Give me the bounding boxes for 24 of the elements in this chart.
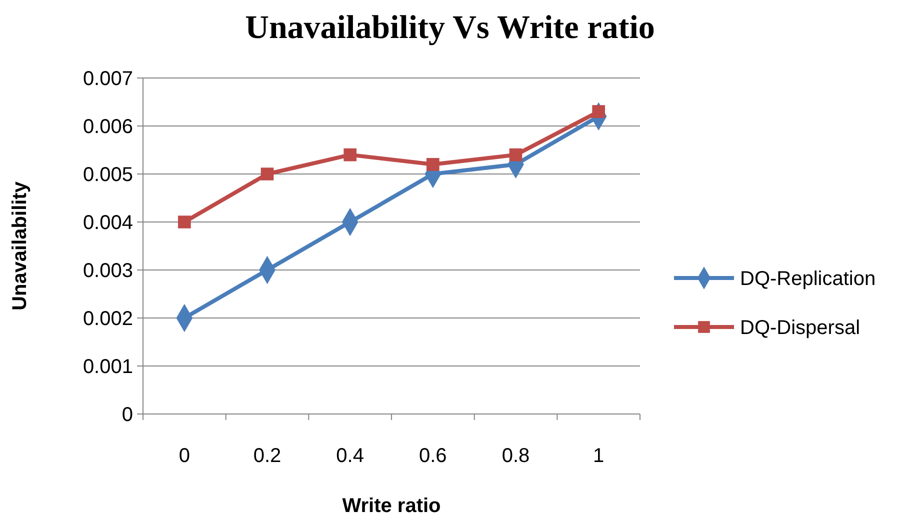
x-tick-label: 0.8: [502, 445, 530, 467]
x-tick-label: 1: [593, 445, 604, 467]
y-tick-label: 0.001: [82, 356, 133, 378]
chart-title: Unavailability Vs Write ratio: [245, 10, 655, 46]
legend-label: DQ-Dispersal: [740, 317, 860, 339]
point: [260, 168, 274, 180]
x-tick-label: 0: [178, 445, 190, 467]
legend-label: DQ-Replication: [740, 268, 876, 290]
y-tick-label: 0.007: [82, 68, 133, 90]
x-tick-label: 0.6: [419, 445, 447, 467]
point: [344, 148, 356, 162]
y-tick-label: 0: [122, 404, 133, 426]
y-tick-label: 0.006: [82, 116, 133, 138]
x-tick-label: 0.4: [336, 445, 364, 467]
y-tick-label: 0.003: [82, 260, 133, 282]
y-axis-title: Unavailability: [9, 180, 31, 310]
x-axis-title: Write ratio: [342, 495, 441, 517]
point: [509, 148, 522, 162]
x-tick-label: 0.2: [253, 445, 282, 467]
y-tick-label: 0.002: [82, 308, 133, 330]
y-tick-label: 0.005: [82, 164, 133, 186]
y-tick-label: 0.004: [82, 212, 133, 234]
point: [426, 158, 440, 171]
point: [178, 216, 191, 228]
